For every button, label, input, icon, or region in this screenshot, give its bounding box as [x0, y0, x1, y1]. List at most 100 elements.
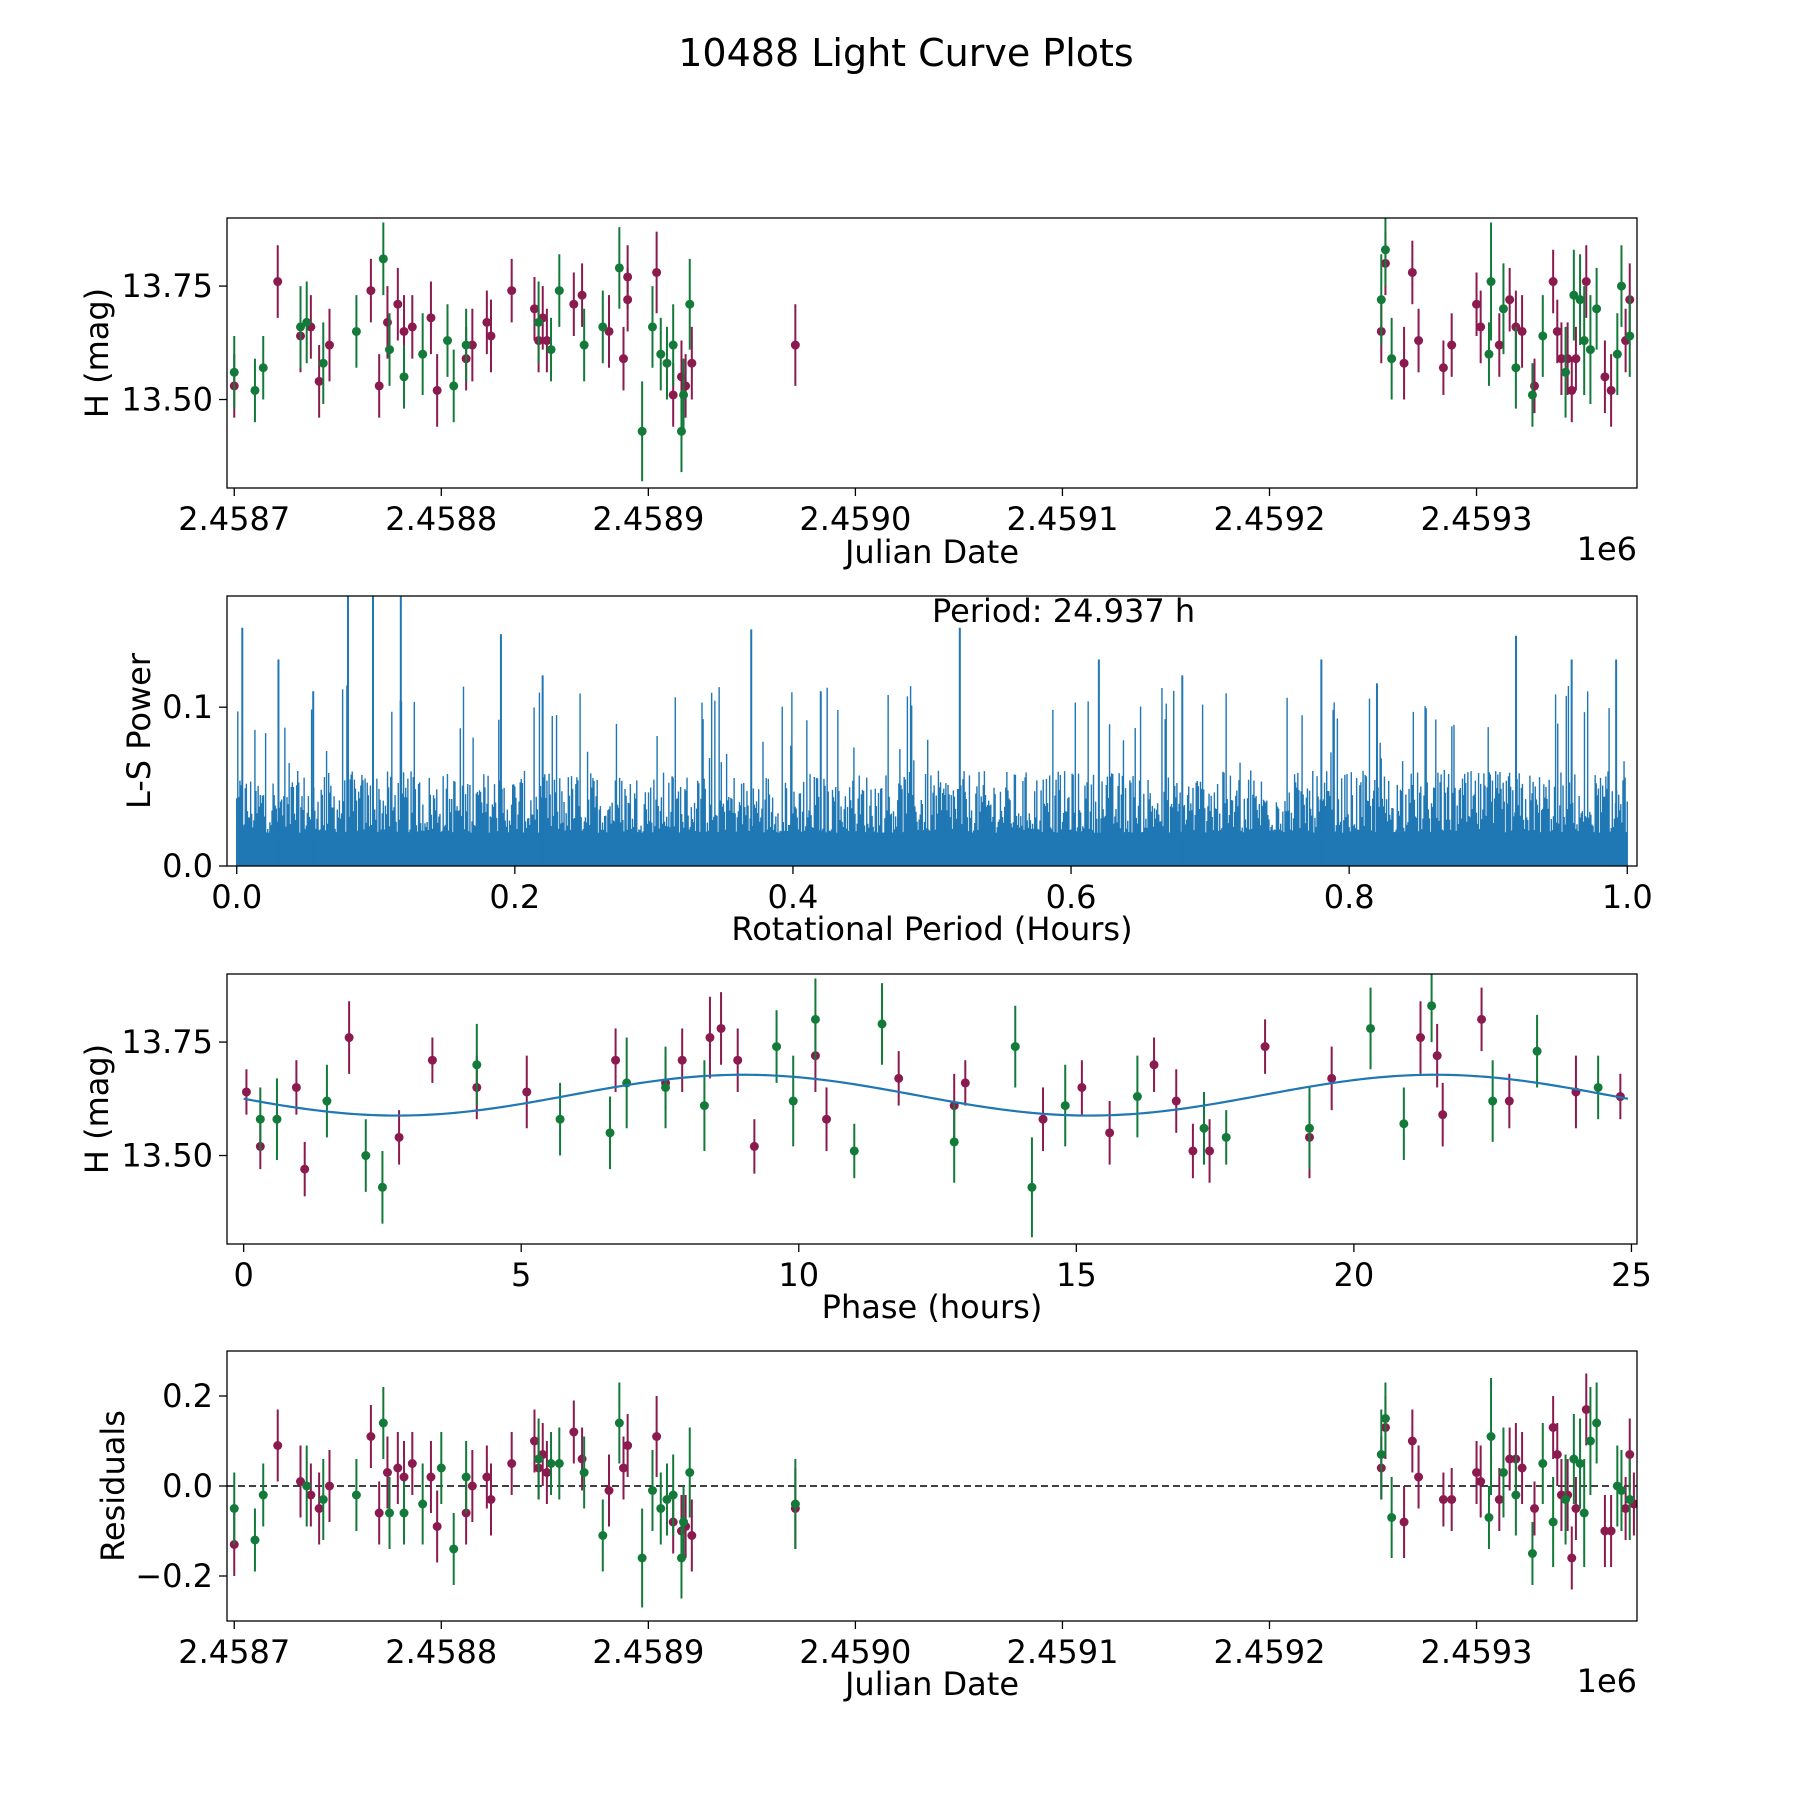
lightcurve-point-red — [652, 267, 662, 277]
periodogram-xtick-label: 0.6 — [1046, 878, 1097, 916]
phase-point-red — [241, 1087, 251, 1097]
lightcurve-point-red — [668, 390, 678, 400]
lightcurve-point-red — [366, 286, 376, 296]
phase-point-green — [877, 1019, 887, 1029]
phase-point-green — [661, 1082, 671, 1092]
lightcurve-point-green — [579, 340, 589, 350]
lightcurve-point-red — [1399, 358, 1409, 368]
lightcurve-point-green — [1486, 277, 1496, 287]
residuals-point-green — [1592, 1418, 1602, 1428]
residuals-point-green — [637, 1553, 647, 1563]
phase-axes-frame — [226, 973, 1638, 1245]
lightcurve-axes-frame — [226, 217, 1638, 489]
phase-point-red — [344, 1033, 354, 1043]
lightcurve-point-green — [1561, 367, 1571, 377]
phase-point-red — [1205, 1146, 1215, 1156]
residuals-point-green — [1585, 1436, 1595, 1446]
residuals-point-red — [1548, 1423, 1558, 1432]
lightcurve-point-green — [1569, 290, 1579, 300]
residuals-point-red — [273, 1441, 283, 1450]
residuals-point-green — [318, 1495, 328, 1504]
residuals-xtick-label: 2.4591 — [1006, 1633, 1118, 1671]
periodogram-xtick-label: 0.4 — [768, 878, 819, 916]
residuals-ytick-label: 0.2 — [162, 1377, 213, 1415]
lightcurve-point-red — [618, 354, 628, 364]
periodogram-panel: 0.0 0.2 0.4 0.6 0.8 1.0 0.0 0.1 Period: 24.937 … — [120, 592, 1653, 948]
phase-point-red — [705, 1033, 715, 1043]
lightcurve-point-green — [1538, 331, 1548, 341]
phase-plot-area — [241, 974, 1629, 1238]
lightcurve-point-red — [486, 331, 496, 341]
residuals-point-green — [1380, 1414, 1390, 1423]
phase-point-green — [1532, 1046, 1542, 1056]
residuals-point-red — [623, 1441, 633, 1450]
lightcurve-point-red — [1548, 277, 1558, 287]
phase-point-green — [1060, 1101, 1070, 1111]
lightcurve-point-red — [1472, 299, 1482, 309]
phase-point-red — [749, 1141, 759, 1151]
lightcurve-point-red — [1494, 340, 1504, 350]
phase-point-green — [555, 1114, 565, 1124]
residuals-point-red — [687, 1531, 697, 1540]
lightcurve-point-red — [426, 313, 436, 323]
lightcurve-point-red — [681, 381, 691, 391]
residuals-plot-area — [227, 1373, 1637, 1608]
periodogram-ytick-label: 0.1 — [162, 688, 213, 726]
lightcurve-point-red — [1571, 354, 1581, 364]
periodogram-plot-area — [236, 596, 1628, 866]
phase-point-green — [1027, 1182, 1037, 1192]
phase-model-curve — [243, 1073, 1629, 1117]
lightcurve-point-red — [324, 340, 334, 350]
phase-point-red — [960, 1078, 970, 1088]
residuals-point-green — [385, 1508, 395, 1518]
lightcurve-point-green — [1616, 281, 1626, 291]
residuals-point-red — [618, 1463, 628, 1473]
phase-point-red — [677, 1055, 687, 1065]
phase-point-red — [1171, 1096, 1181, 1106]
residuals-point-red — [296, 1477, 306, 1486]
phase-point-red — [1432, 1051, 1442, 1061]
residuals-xtick-label: 2.4589 — [592, 1633, 704, 1671]
residuals-point-red — [1552, 1450, 1562, 1459]
residuals-point-green — [579, 1468, 589, 1477]
residuals-point-green — [1616, 1486, 1626, 1495]
residuals-point-red — [1399, 1517, 1409, 1527]
phase-point-green — [472, 1060, 482, 1070]
residuals-point-red — [507, 1459, 517, 1468]
residuals-point-green — [679, 1517, 689, 1527]
lightcurve-point-red — [687, 358, 697, 368]
phase-point-red — [716, 1023, 726, 1033]
phase-point-red — [894, 1073, 904, 1083]
residuals-point-green — [790, 1499, 800, 1509]
lightcurve-point-red — [1447, 340, 1457, 350]
phase-point-red — [733, 1055, 743, 1065]
residuals-point-red — [1494, 1495, 1504, 1504]
phase-point-red — [1416, 1033, 1426, 1043]
residuals-point-green — [351, 1490, 361, 1500]
residuals-point-green — [1387, 1513, 1397, 1522]
periodogram-xlabel: Rotational Period (Hours) — [731, 910, 1132, 948]
lightcurve-point-green — [318, 358, 328, 368]
residuals-point-red — [569, 1427, 579, 1437]
residuals-point-green — [668, 1490, 678, 1500]
periodogram-ylabel: L-S Power — [120, 652, 158, 809]
lightcurve-point-green — [1585, 345, 1595, 355]
phase-point-green — [1304, 1123, 1314, 1133]
residuals-point-green — [1561, 1495, 1571, 1504]
residuals-point-red — [1407, 1436, 1417, 1446]
residuals-point-green — [1548, 1517, 1558, 1527]
lightcurve-point-red — [399, 326, 409, 336]
lightcurve-point-green — [1376, 295, 1386, 305]
periodogram-ticks: 0.0 0.2 0.4 0.6 0.8 1.0 0.0 0.1 — [162, 688, 1653, 916]
residuals-point-red — [382, 1468, 392, 1477]
lightcurve-point-green — [614, 263, 624, 273]
residuals-point-green — [662, 1495, 672, 1504]
phase-point-green — [1010, 1042, 1020, 1052]
lightcurve-point-red — [790, 340, 800, 350]
residuals-point-green — [534, 1454, 544, 1464]
lightcurve-xtick-label: 2.4590 — [799, 500, 911, 538]
periodogram-power-band — [236, 837, 1628, 866]
phase-xtick-label: 5 — [511, 1256, 531, 1294]
residuals-point-red — [1447, 1495, 1457, 1504]
residuals-point-red — [314, 1504, 324, 1513]
